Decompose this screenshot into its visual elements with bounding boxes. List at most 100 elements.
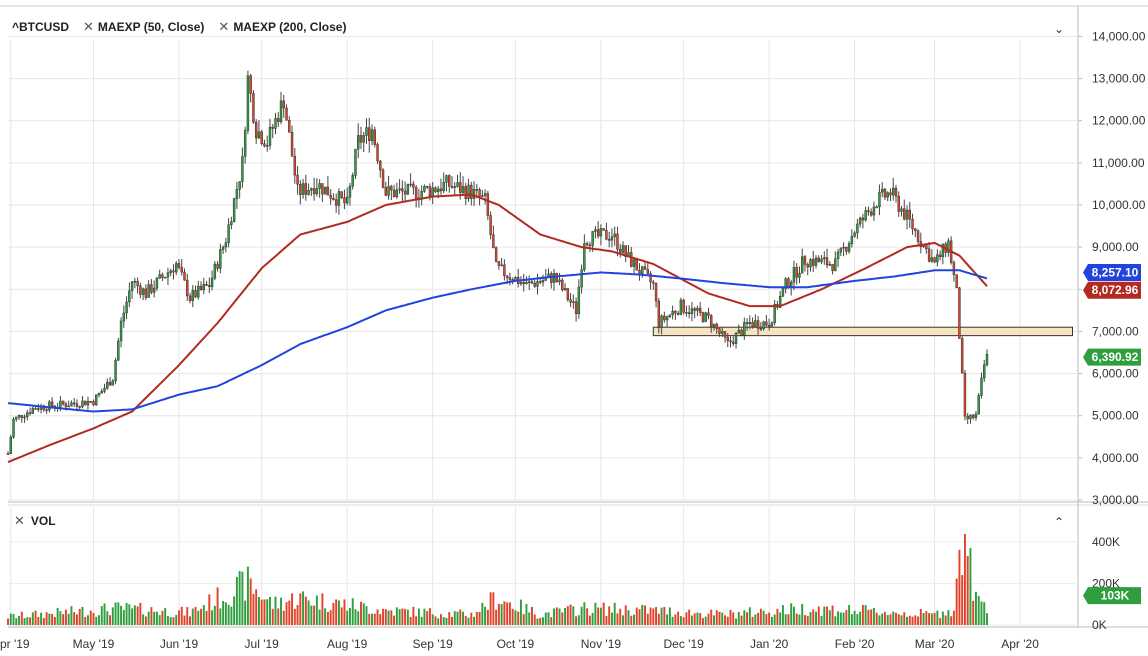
candle [263,143,266,147]
volume-bar [393,615,396,625]
close-icon[interactable]: ✕ [14,513,25,528]
candle [712,323,716,328]
candle [472,189,476,199]
volume-bar [282,610,285,625]
legend-symbol[interactable]: ^BTCUSD [12,20,70,34]
candle [318,183,321,189]
candle [723,331,727,338]
volume-bar [575,616,578,625]
candle [72,402,76,405]
volume-bar [189,616,191,625]
volume-bar [801,603,804,625]
volume-bar [696,612,699,625]
volume-bar [133,605,136,625]
volume-bar [792,606,795,625]
candle [676,312,680,315]
candle [759,328,763,330]
candle [886,192,889,198]
candle [401,188,404,192]
volume-bar [859,611,862,625]
volume-bar [277,608,280,625]
candle [894,187,898,197]
volume-bar [266,599,269,625]
volume-bar [351,598,354,625]
candle [464,186,467,200]
volume-bar [202,605,205,625]
candle [663,315,666,321]
volume-bar [45,612,48,625]
candle [715,323,718,329]
candle [668,314,672,317]
volume-bar [528,612,531,625]
candle [930,257,934,262]
volume-bar [784,614,787,625]
candle [630,252,633,267]
candle [467,184,470,200]
volume-bar [48,613,51,625]
volume-bar [950,616,953,625]
volume-bar [299,593,302,625]
ma200-line [7,269,988,413]
volume-bar [715,610,718,625]
candle [384,187,388,196]
candle [522,282,525,285]
candle [585,243,589,246]
candle [925,244,928,250]
volume-bar [42,618,45,625]
volume-bar [817,606,820,625]
candle [64,403,68,407]
legend-ma50[interactable]: ✕ MAEXP (50, Close) [83,19,205,34]
volume-bar [616,613,619,625]
volume-bar [806,615,809,625]
chevron-down-icon[interactable]: ⌄ [1053,22,1065,36]
candle [566,288,570,300]
candle [748,322,752,325]
volume-bar [903,612,906,625]
volume-bar [486,609,489,625]
volume-bar [966,555,969,625]
candle [376,144,379,162]
candle [67,405,70,408]
close-icon[interactable]: ✕ [218,19,230,34]
volume-bar [426,611,429,625]
candle [577,286,581,315]
candle [563,288,567,291]
candle [530,281,534,284]
volume-bar [200,608,203,625]
volume-bar [376,609,379,625]
candle [834,258,837,271]
candle [431,187,434,197]
candle [847,243,851,252]
candle [59,400,62,408]
candle [682,299,685,313]
volume-bar [462,611,464,625]
volume-bar [235,576,238,625]
volume-bar [602,602,605,625]
volume-bar [707,613,710,625]
volume-bar [404,608,407,625]
candle [737,329,741,334]
volume-bar [917,616,920,625]
volume-bar [158,615,161,625]
candle [219,249,222,269]
chevron-up-icon[interactable]: ⌃ [1053,515,1065,529]
close-icon[interactable]: ✕ [83,19,94,34]
volume-bar [839,612,842,625]
candle [671,311,674,316]
candle [414,187,418,200]
volume-bar [175,614,178,625]
volume-bar [417,608,420,625]
candle [963,372,967,417]
candle [897,195,900,212]
legend-ma200[interactable]: ✕ MAEXP (200, Close) [218,19,347,34]
candle [310,188,313,191]
volume-bar [867,609,870,625]
candle [836,251,840,260]
y-tick-label: 6,000.00 [1092,367,1139,381]
candle [685,312,688,314]
candle [221,246,225,250]
volume-bar [100,606,103,625]
candle [271,126,274,129]
candle [605,230,608,240]
